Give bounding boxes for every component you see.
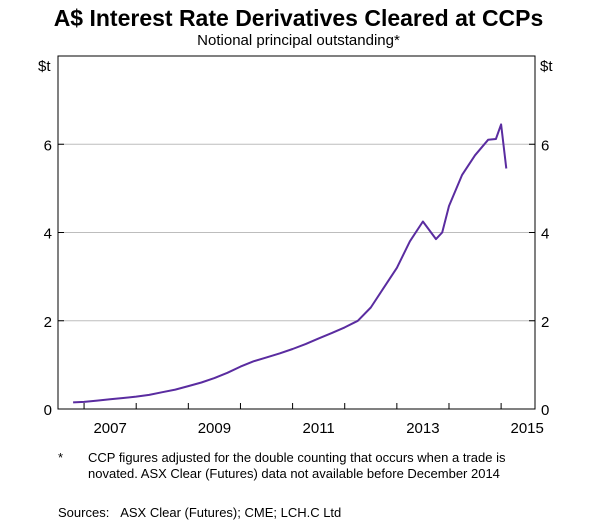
left-unit-label: $t xyxy=(38,58,51,75)
series-line xyxy=(73,123,508,404)
y-axis-ticks: 0 0 2 2 4 4 6 6 xyxy=(44,137,550,419)
y-tick-label-left: 6 xyxy=(44,137,52,154)
y-tick-label-right: 2 xyxy=(541,314,549,331)
x-tick-label: 2011 xyxy=(303,420,335,437)
chart-title: A$ Interest Rate Derivatives Cleared at … xyxy=(53,5,544,31)
sources-text: ASX Clear (Futures); CME; LCH.C Ltd xyxy=(120,505,342,520)
x-tick-label: 2007 xyxy=(93,420,126,437)
y-tick-label-left: 4 xyxy=(44,226,52,243)
footnote-marker: * xyxy=(58,450,64,465)
right-unit-label: $t xyxy=(540,58,553,75)
x-tick-label: 2009 xyxy=(198,420,231,437)
sources-label: Sources: xyxy=(58,505,110,520)
x-tick-label: 2013 xyxy=(406,420,439,437)
gridlines xyxy=(58,143,535,322)
y-tick-label-right: 0 xyxy=(541,402,549,419)
x-tick-label: 2015 xyxy=(510,420,543,437)
y-tick-label-right: 4 xyxy=(541,226,549,243)
y-tick-label-right: 6 xyxy=(541,137,549,154)
y-tick-label-left: 0 xyxy=(44,402,52,419)
footnote-text: CCP figures adjusted for the double coun… xyxy=(88,450,506,481)
chart-subtitle: Notional principal outstanding* xyxy=(197,32,400,49)
sources-line: Sources: ASX Clear (Futures); CME; LCH.C… xyxy=(58,505,341,521)
series-layer xyxy=(73,123,508,404)
y-tick-label-left: 2 xyxy=(44,314,52,331)
x-axis-ticks: 2007 2009 2011 2013 2015 xyxy=(83,403,544,437)
